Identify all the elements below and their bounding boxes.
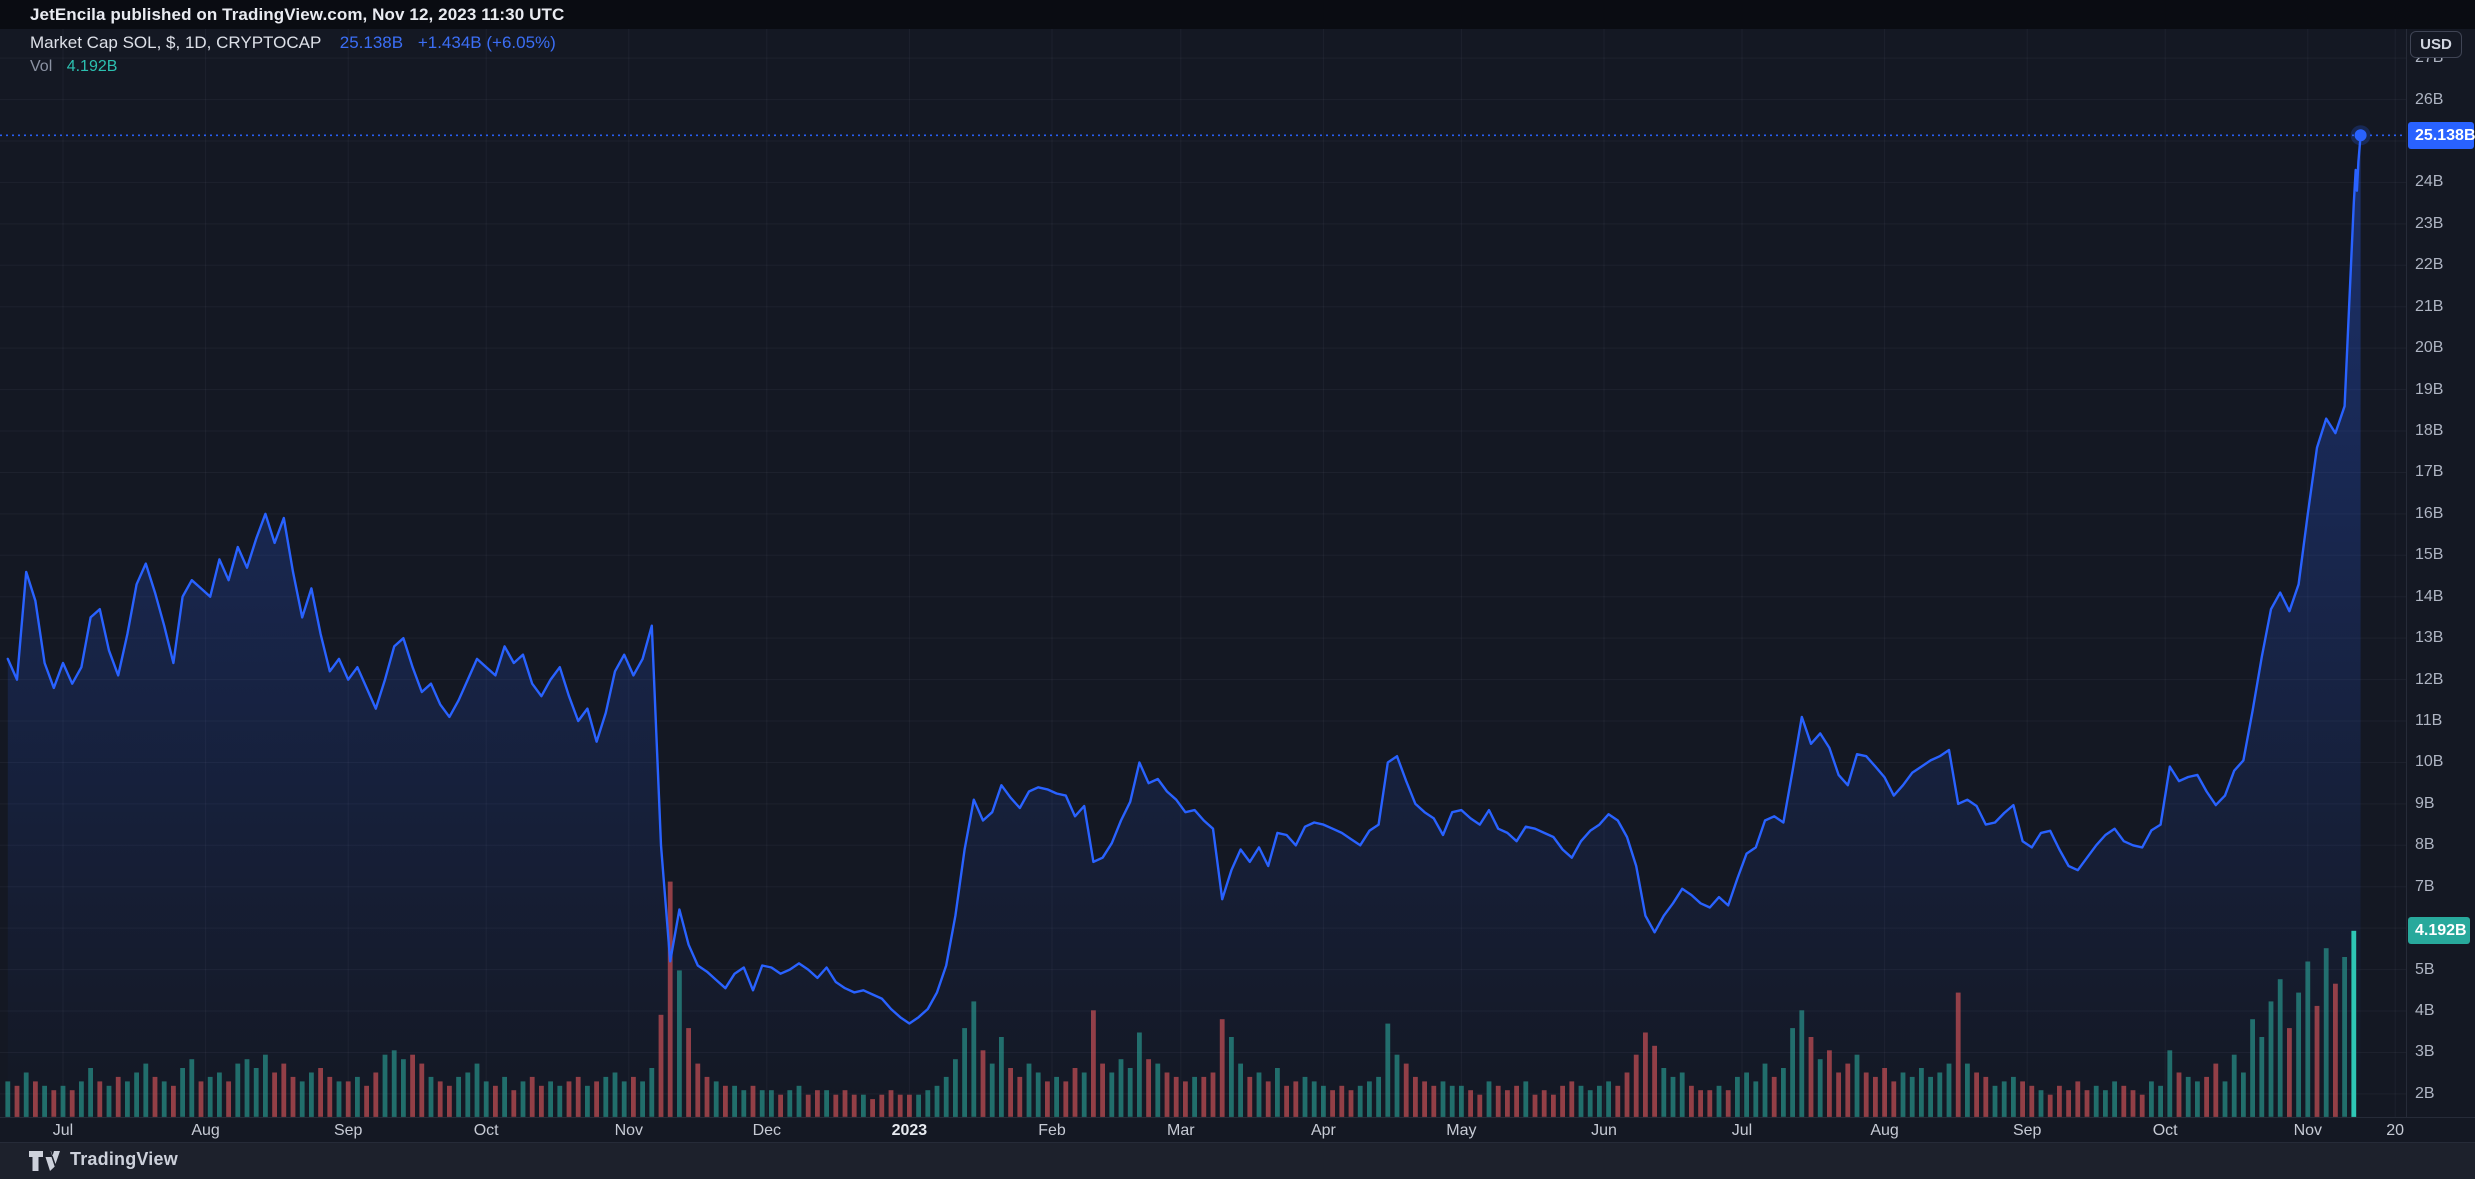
time-tick-label: 20 — [2386, 1122, 2405, 1139]
marketcap-area-fill — [7, 135, 2361, 1117]
price-tick-label: 14B — [2415, 587, 2444, 605]
last-value: 25.138B — [339, 33, 404, 52]
price-axis[interactable]: 27B26B25B24B23B22B21B20B19B18B17B16B15B1… — [2406, 29, 2475, 1143]
legend-volume-row[interactable]: Vol 4.192B — [30, 58, 556, 76]
time-tick-label: Dec — [752, 1122, 782, 1139]
time-tick-label: Nov — [2293, 1122, 2323, 1139]
price-tick-label: 20B — [2415, 339, 2444, 357]
current-volume-badge: 4.192B — [2408, 917, 2470, 945]
price-tick-label: 7B — [2415, 877, 2435, 895]
price-tick-label: 10B — [2415, 753, 2444, 771]
publish-bar: JetEncila published on TradingView.com, … — [0, 0, 2475, 29]
chart-area[interactable]: Market Cap SOL, $, 1D, CRYPTOCAP 25.138B… — [0, 29, 2475, 1143]
time-tick-label: 2023 — [891, 1122, 928, 1139]
symbol-title[interactable]: Market Cap SOL, $, 1D, CRYPTOCAP — [30, 33, 322, 52]
time-axis[interactable]: Jul Aug Sep Oct Nov Dec 2023 Feb Mar Apr May Jun Jul… — [0, 1117, 2475, 1143]
footer-bar: TradingView — [0, 1143, 2475, 1179]
time-tick-label: Jun — [1591, 1122, 1617, 1139]
price-tick-label: 19B — [2415, 380, 2444, 398]
last-point-marker[interactable] — [2354, 129, 2367, 142]
publish-text: JetEncila published on TradingView.com, … — [30, 5, 565, 24]
time-tick-label: Mar — [1167, 1122, 1195, 1139]
time-tick-label: May — [1446, 1122, 1477, 1139]
time-tick-label: Oct — [473, 1122, 499, 1139]
change-value: +1.434B (+6.05%) — [417, 33, 556, 52]
legend-symbol-row[interactable]: Market Cap SOL, $, 1D, CRYPTOCAP 25.138B… — [30, 33, 556, 53]
current-price-badge: 25.138B — [2408, 121, 2475, 149]
price-tick-label: 21B — [2415, 297, 2444, 315]
time-tick-label: Feb — [1038, 1122, 1066, 1139]
time-tick-label: Aug — [1870, 1122, 1899, 1139]
main-chart-canvas[interactable] — [0, 29, 2475, 1143]
price-tick-label: 13B — [2415, 629, 2444, 647]
price-tick-label: 3B — [2415, 1043, 2435, 1061]
currency-toggle-button[interactable]: USD — [2410, 31, 2462, 58]
price-tick-label: 4B — [2415, 1002, 2435, 1020]
volume-label: Vol — [30, 58, 53, 75]
price-tick-label: 11B — [2415, 712, 2443, 730]
chart-legend: Market Cap SOL, $, 1D, CRYPTOCAP 25.138B… — [30, 33, 556, 76]
price-tick-label: 18B — [2415, 422, 2444, 439]
price-tick-label: 24B — [2415, 173, 2444, 191]
price-tick-label: 26B — [2415, 90, 2444, 108]
tradingview-logo-icon[interactable] — [28, 1150, 62, 1172]
price-tick-label: 16B — [2415, 504, 2444, 522]
price-tick-label: 9B — [2415, 794, 2435, 812]
price-tick-label: 12B — [2415, 670, 2444, 688]
time-tick-label: Apr — [1310, 1122, 1336, 1139]
price-tick-label: 23B — [2415, 214, 2444, 232]
time-tick-label: Oct — [2152, 1122, 2178, 1139]
price-tick-label: 5B — [2415, 960, 2435, 978]
price-tick-label: 17B — [2415, 463, 2444, 481]
price-tick-label: 22B — [2415, 256, 2444, 274]
price-tick-label: 8B — [2415, 836, 2435, 854]
marketcap-line[interactable] — [6, 134, 2362, 1025]
tradingview-brand-text[interactable]: TradingView — [70, 1149, 178, 1169]
volume-bars — [5, 881, 2357, 1117]
time-tick-label: Nov — [614, 1122, 644, 1139]
price-tick-label: 2B — [2415, 1084, 2435, 1102]
time-tick-label: Aug — [191, 1122, 220, 1139]
time-tick-label: Sep — [2012, 1122, 2042, 1139]
volume-value: 4.192B — [66, 58, 118, 75]
time-tick-label: Sep — [333, 1122, 363, 1139]
time-tick-label: Jul — [1731, 1122, 1753, 1139]
time-tick-label: Jul — [52, 1122, 74, 1139]
price-tick-label: 15B — [2415, 546, 2444, 564]
